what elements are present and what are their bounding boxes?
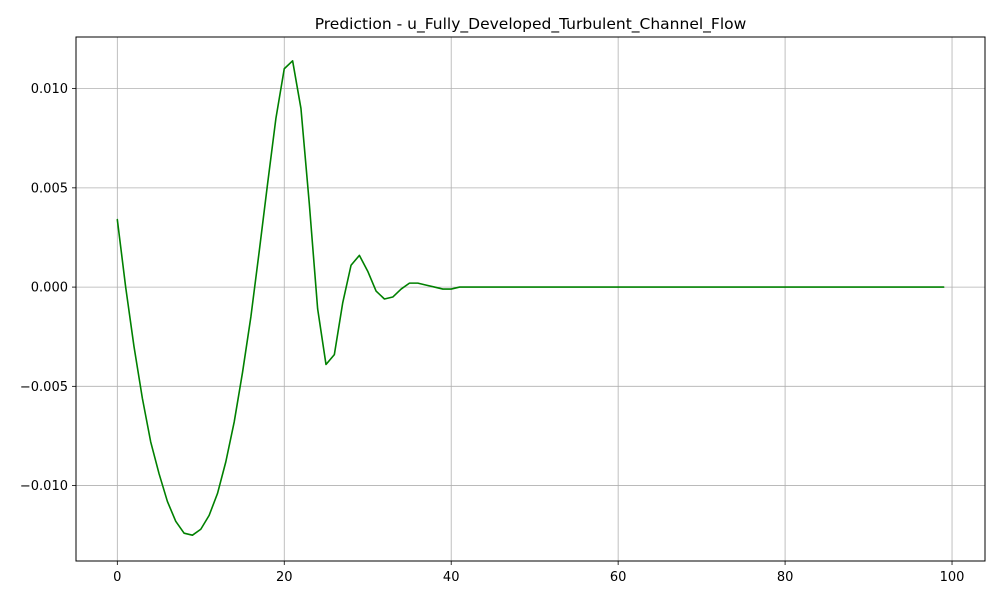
line-layer	[116, 60, 945, 537]
axes-frame	[75, 36, 986, 562]
prediction-series-line	[116, 60, 945, 537]
x-tick-label: 20	[276, 570, 293, 585]
x-tick-label: 60	[610, 570, 627, 585]
x-tick-label: 80	[777, 570, 794, 585]
y-tick-label: −0.010	[20, 479, 68, 494]
x-tick-label: 40	[443, 570, 460, 585]
y-tick-label: 0.005	[31, 181, 68, 196]
y-tick-label: 0.010	[31, 82, 68, 97]
y-tick-label: 0.000	[31, 281, 68, 296]
x-tick-label: 0	[113, 570, 121, 585]
chart-title: Prediction - u_Fully_Developed_Turbulent…	[315, 15, 747, 34]
x-tick-label: 100	[940, 570, 965, 585]
y-tick-label: −0.005	[20, 380, 68, 395]
tick-layer: 0 20 40 60 80 100 −0.010 −0.005 0.000 0.005 0.010	[20, 82, 965, 585]
